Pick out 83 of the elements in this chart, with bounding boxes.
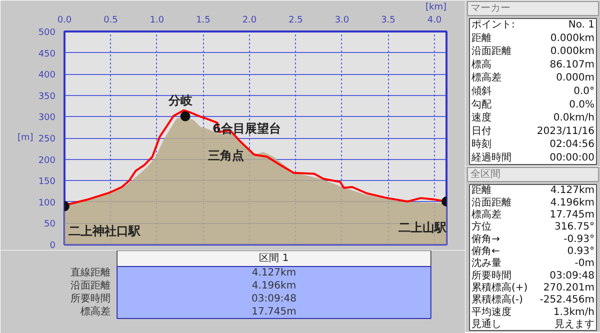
text: 累積標高(-) <box>472 294 524 306</box>
x-tick-label: 0.0 <box>57 16 72 26</box>
text: -252.456m <box>540 294 594 306</box>
text: 0.0km/h <box>553 112 595 124</box>
text: マーカー <box>470 3 510 14</box>
text: 0.000km <box>550 32 595 44</box>
text: 03:09:48 <box>252 294 296 304</box>
x-tick-label: 4.0 <box>427 16 442 26</box>
text: 沿面距離 <box>472 45 512 58</box>
text: 03:09:48 <box>550 270 595 282</box>
text: 所要時間 <box>472 269 512 282</box>
text: 経過時間 <box>470 151 512 164</box>
text: 平均速度 <box>472 306 512 318</box>
y-tick-label: 350 <box>38 92 56 102</box>
text: No. 1 <box>568 20 595 31</box>
y-tick-label: 0 <box>50 241 56 251</box>
text: 傾斜 <box>472 85 492 97</box>
text: 見えます <box>554 318 594 330</box>
text: 沿面距離 <box>70 280 111 292</box>
text: 0.0% <box>569 99 594 110</box>
x-tick-label: 0.5 <box>104 16 118 26</box>
text: 86.107m <box>550 59 595 70</box>
text: 俯角← <box>472 244 500 257</box>
text: 区間 1 <box>259 253 289 264</box>
text: 沿面距離 <box>472 196 512 208</box>
text: 270.201m <box>543 282 594 294</box>
text: 日付 <box>472 126 492 137</box>
text: 02:04:56 <box>550 139 595 150</box>
text: 17.745m <box>550 209 595 220</box>
y-tick-label: 250 <box>38 134 56 144</box>
y-tick-label: 400 <box>38 70 56 81</box>
y-tick-label: 500 <box>38 28 56 38</box>
text: 標高差 <box>80 306 111 318</box>
text: 4.196km <box>550 197 595 208</box>
annotation: 三角点 <box>208 148 244 162</box>
text: 1.3km/h <box>553 306 595 318</box>
text: 俯角→ <box>472 232 500 245</box>
text: ポイント: <box>472 20 515 31</box>
annotation: 二上神社口駅 <box>68 224 142 238</box>
y-tick-label: 300 <box>38 113 56 124</box>
x-tick-label: 1.0 <box>150 16 164 26</box>
text: 距離 <box>472 184 492 196</box>
y-tick-label: 450 <box>38 49 56 60</box>
text: 方位 <box>472 220 492 233</box>
x-tick-label: 2.5 <box>288 16 303 26</box>
y-tick-label: 150 <box>38 177 56 188</box>
text: 0.000km <box>550 46 595 58</box>
text: 距離 <box>472 32 492 44</box>
x-axis-title: [km] <box>426 2 447 12</box>
text: 4.196km <box>252 280 296 292</box>
text: 2023/11/16 <box>536 126 595 137</box>
y-tick-label: 200 <box>38 156 56 166</box>
text: 勾配 <box>472 98 492 110</box>
text: 所要時間 <box>70 292 111 304</box>
text: 全区間 <box>470 168 500 180</box>
text: 直線距離 <box>70 266 111 278</box>
text: 標高差 <box>472 72 502 84</box>
text: -0m <box>574 258 595 270</box>
text: 速度 <box>472 112 492 124</box>
text: 標高 <box>472 58 492 70</box>
y-tick-label: 100 <box>38 198 56 208</box>
text: 0.93° <box>567 246 594 257</box>
text: 17.745m <box>252 306 296 318</box>
text: 沈み量 <box>472 257 502 270</box>
y-tick-label: 50 <box>44 220 56 230</box>
annotation: 二上山駅 <box>398 220 448 234</box>
text: 316.75° <box>554 222 595 233</box>
y-axis-title: [m] <box>18 133 34 143</box>
x-tick-label: 3.5 <box>381 16 396 26</box>
text: -0.93° <box>564 234 594 245</box>
x-tick-label: 3.0 <box>334 16 350 26</box>
text: 4.127km <box>550 185 595 196</box>
text: 標高差 <box>472 208 502 220</box>
x-tick-label: 1.5 <box>196 16 210 26</box>
annotation: 分岐 <box>167 93 194 108</box>
x-tick-label: 2.0 <box>242 16 257 26</box>
text: 0.000m <box>556 72 595 84</box>
text: 4.127km <box>252 268 296 278</box>
text: 時刻 <box>472 138 492 150</box>
text: 見通し <box>472 318 502 330</box>
text: 00:00:00 <box>550 152 595 164</box>
text: 0.0° <box>574 86 595 97</box>
text: 累積標高(+) <box>472 281 528 294</box>
